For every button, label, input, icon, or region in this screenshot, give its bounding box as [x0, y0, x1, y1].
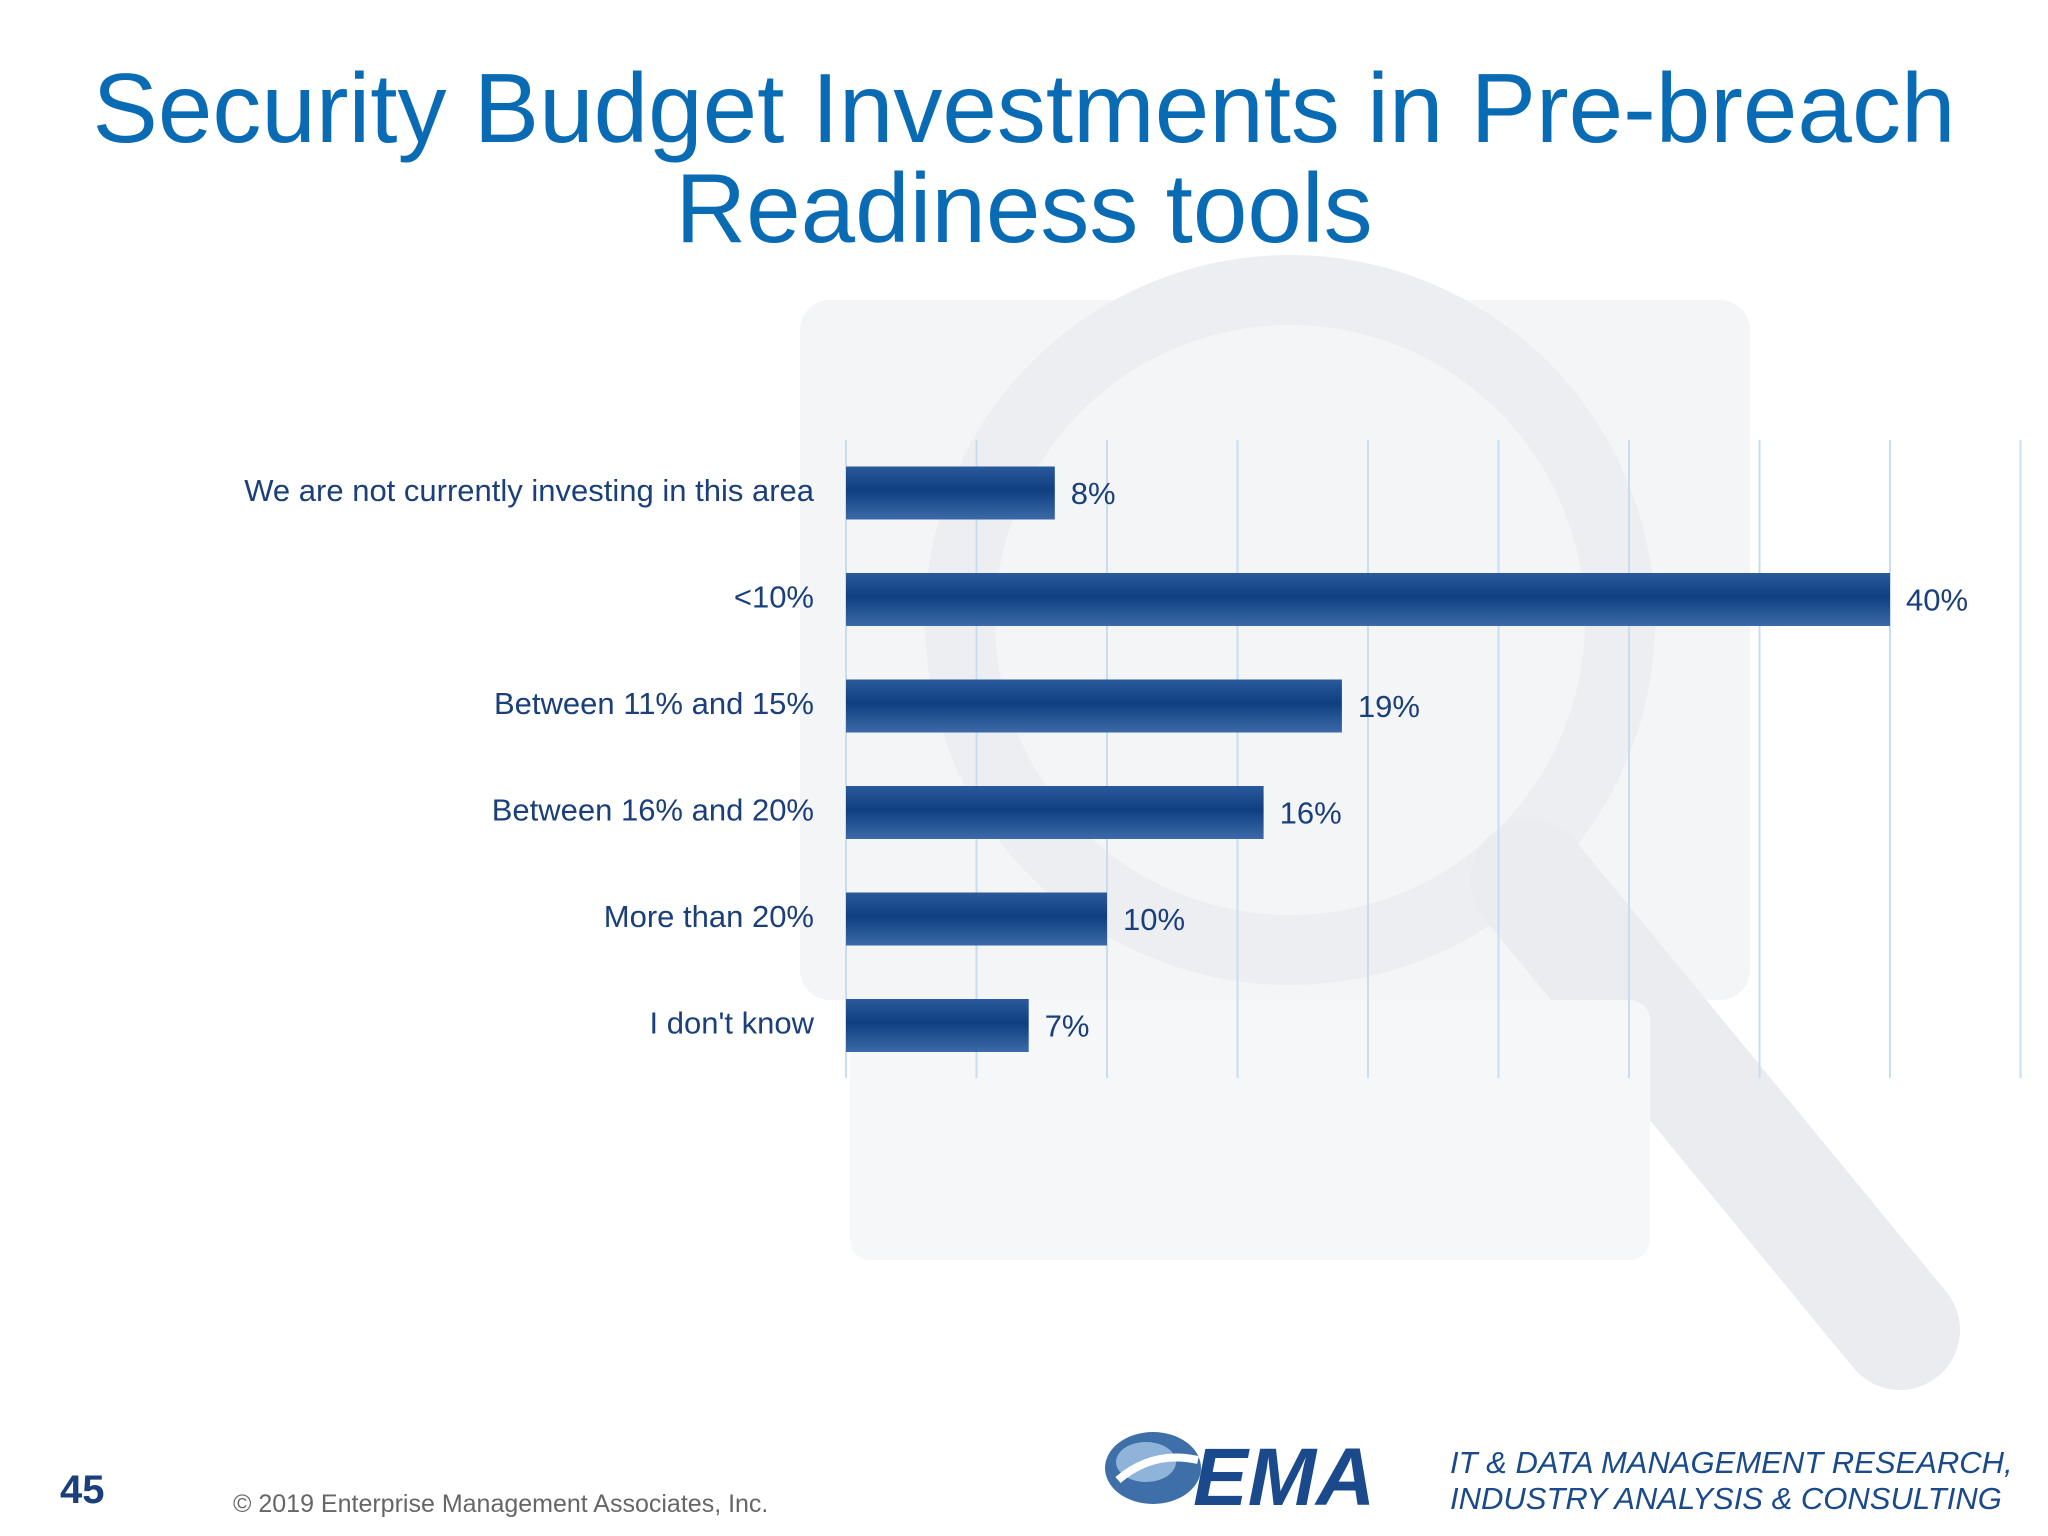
page-number: 45: [60, 1468, 105, 1512]
bar: [846, 892, 1107, 946]
logo-text: EMA: [1193, 1432, 1375, 1520]
title-line-2: Readiness tools: [675, 153, 1373, 263]
tagline-line-1: IT & DATA MANAGEMENT RESEARCH,: [1450, 1445, 2013, 1480]
category-label: More than 20%: [604, 899, 814, 934]
gridlines: [845, 440, 2022, 1078]
bar: [846, 679, 1342, 733]
data-label: 19%: [1358, 689, 1420, 724]
slide-title: Security Budget Investments in Pre-breac…: [0, 58, 2048, 258]
data-label: 40%: [1906, 583, 1968, 618]
bar: [846, 786, 1264, 839]
category-label: I don't know: [650, 1006, 815, 1041]
bar: [846, 573, 1890, 626]
category-labels: We are not currently investing in this a…: [244, 473, 815, 1041]
tagline-line-2: INDUSTRY ANALYSIS & CONSULTING: [1450, 1481, 2002, 1516]
data-label: 7%: [1045, 1009, 1090, 1044]
category-label: Between 11% and 15%: [494, 686, 814, 721]
bar: [846, 466, 1055, 520]
data-labels: 8% 40% 19% 16% 10% 7%: [1045, 476, 1968, 1044]
data-label: 10%: [1123, 902, 1185, 937]
company-tagline: IT & DATA MANAGEMENT RESEARCH, INDUSTRY …: [1450, 1445, 2013, 1517]
bars: [846, 466, 1890, 1052]
category-label: <10%: [734, 580, 814, 615]
data-label: 16%: [1280, 796, 1342, 831]
title-line-1: Security Budget Investments in Pre-breac…: [92, 53, 1956, 163]
category-label: Between 16% and 20%: [492, 793, 814, 828]
category-label: We are not currently investing in this a…: [244, 473, 815, 508]
ema-logo: EMA: [1105, 1432, 1375, 1520]
data-label: 8%: [1071, 476, 1116, 511]
copyright-text: © 2019 Enterprise Management Associates,…: [233, 1490, 769, 1518]
bar: [846, 999, 1029, 1052]
